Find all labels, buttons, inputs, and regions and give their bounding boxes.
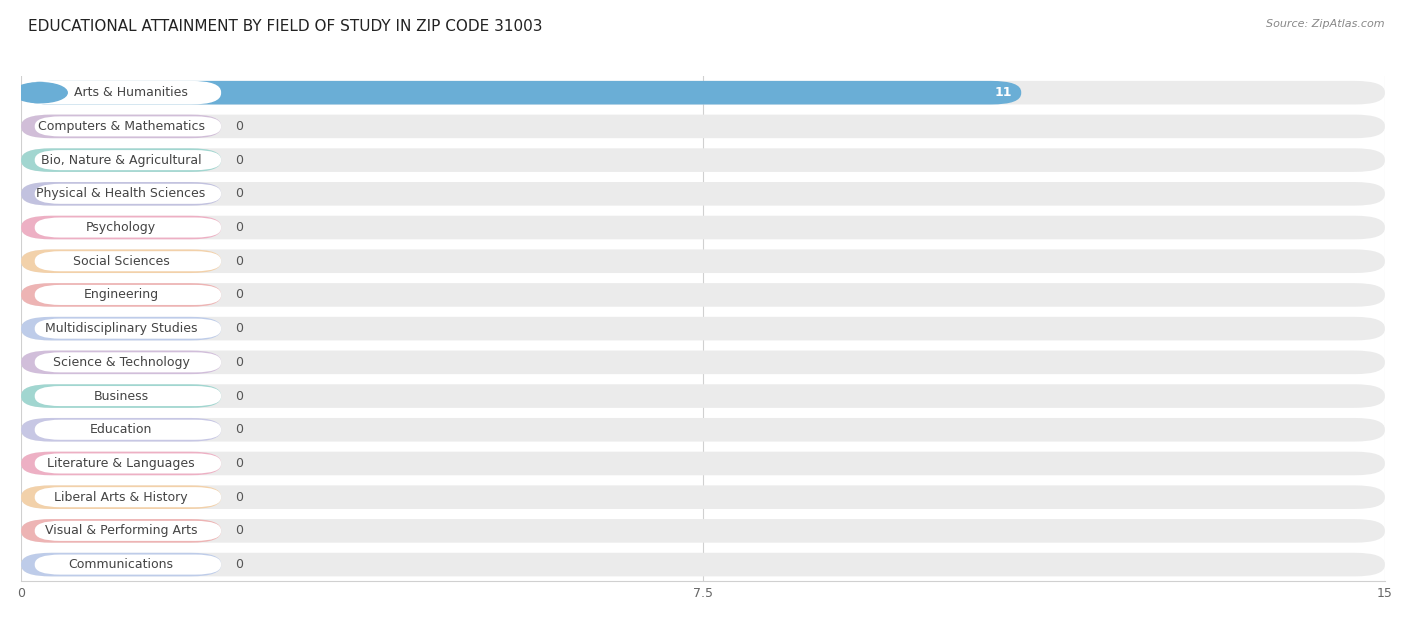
Text: Physical & Health Sciences: Physical & Health Sciences (37, 187, 205, 200)
Circle shape (13, 83, 67, 103)
FancyBboxPatch shape (35, 554, 221, 574)
FancyBboxPatch shape (21, 418, 1385, 442)
Text: 0: 0 (235, 389, 243, 403)
FancyBboxPatch shape (21, 216, 1385, 240)
Text: Literature & Languages: Literature & Languages (48, 457, 195, 470)
Text: 0: 0 (235, 221, 243, 234)
Text: 0: 0 (235, 457, 243, 470)
Text: 0: 0 (235, 558, 243, 571)
FancyBboxPatch shape (35, 285, 221, 305)
FancyBboxPatch shape (21, 216, 221, 240)
Text: 0: 0 (235, 322, 243, 335)
Text: 11: 11 (994, 86, 1012, 99)
FancyBboxPatch shape (21, 149, 221, 172)
FancyBboxPatch shape (21, 283, 1385, 307)
FancyBboxPatch shape (21, 452, 221, 475)
Text: 0: 0 (235, 423, 243, 436)
Text: Multidisciplinary Studies: Multidisciplinary Studies (45, 322, 197, 335)
FancyBboxPatch shape (21, 351, 1385, 374)
FancyBboxPatch shape (35, 184, 221, 204)
FancyBboxPatch shape (35, 352, 221, 372)
FancyBboxPatch shape (21, 485, 221, 509)
FancyBboxPatch shape (21, 81, 1385, 104)
FancyBboxPatch shape (21, 317, 221, 341)
FancyBboxPatch shape (21, 553, 221, 576)
Text: Liberal Arts & History: Liberal Arts & History (55, 490, 188, 504)
Text: 0: 0 (235, 490, 243, 504)
FancyBboxPatch shape (35, 386, 221, 406)
Text: 0: 0 (235, 356, 243, 369)
Text: 0: 0 (235, 187, 243, 200)
Text: Engineering: Engineering (83, 288, 159, 301)
Text: Source: ZipAtlas.com: Source: ZipAtlas.com (1267, 19, 1385, 29)
Text: 0: 0 (235, 120, 243, 133)
FancyBboxPatch shape (21, 250, 1385, 273)
Text: Visual & Performing Arts: Visual & Performing Arts (45, 525, 197, 537)
FancyBboxPatch shape (21, 452, 1385, 475)
FancyBboxPatch shape (35, 487, 221, 507)
FancyBboxPatch shape (21, 553, 1385, 576)
Text: Science & Technology: Science & Technology (52, 356, 190, 369)
FancyBboxPatch shape (21, 485, 1385, 509)
FancyBboxPatch shape (35, 420, 221, 440)
FancyBboxPatch shape (21, 149, 1385, 172)
FancyBboxPatch shape (21, 114, 221, 138)
FancyBboxPatch shape (35, 319, 221, 339)
Text: 0: 0 (235, 288, 243, 301)
FancyBboxPatch shape (35, 150, 221, 170)
FancyBboxPatch shape (35, 521, 221, 541)
Text: 0: 0 (235, 255, 243, 268)
FancyBboxPatch shape (21, 283, 221, 307)
Text: 0: 0 (235, 154, 243, 167)
FancyBboxPatch shape (21, 384, 221, 408)
Text: EDUCATIONAL ATTAINMENT BY FIELD OF STUDY IN ZIP CODE 31003: EDUCATIONAL ATTAINMENT BY FIELD OF STUDY… (28, 19, 543, 34)
FancyBboxPatch shape (21, 114, 1385, 138)
FancyBboxPatch shape (35, 453, 221, 473)
FancyBboxPatch shape (21, 182, 221, 205)
Text: Business: Business (94, 389, 149, 403)
FancyBboxPatch shape (35, 116, 221, 137)
FancyBboxPatch shape (21, 519, 221, 543)
FancyBboxPatch shape (21, 351, 221, 374)
FancyBboxPatch shape (21, 81, 221, 104)
Text: Computers & Mathematics: Computers & Mathematics (38, 120, 205, 133)
FancyBboxPatch shape (21, 81, 1021, 104)
Text: Education: Education (90, 423, 152, 436)
Text: Bio, Nature & Agricultural: Bio, Nature & Agricultural (41, 154, 201, 167)
FancyBboxPatch shape (21, 317, 1385, 341)
FancyBboxPatch shape (21, 384, 1385, 408)
FancyBboxPatch shape (35, 251, 221, 271)
Text: Psychology: Psychology (86, 221, 156, 234)
Text: 0: 0 (235, 525, 243, 537)
FancyBboxPatch shape (35, 217, 221, 238)
Text: Arts & Humanities: Arts & Humanities (75, 86, 188, 99)
FancyBboxPatch shape (21, 519, 1385, 543)
Text: Communications: Communications (69, 558, 173, 571)
FancyBboxPatch shape (21, 182, 1385, 205)
FancyBboxPatch shape (21, 418, 221, 442)
Text: Social Sciences: Social Sciences (73, 255, 170, 268)
FancyBboxPatch shape (21, 250, 221, 273)
